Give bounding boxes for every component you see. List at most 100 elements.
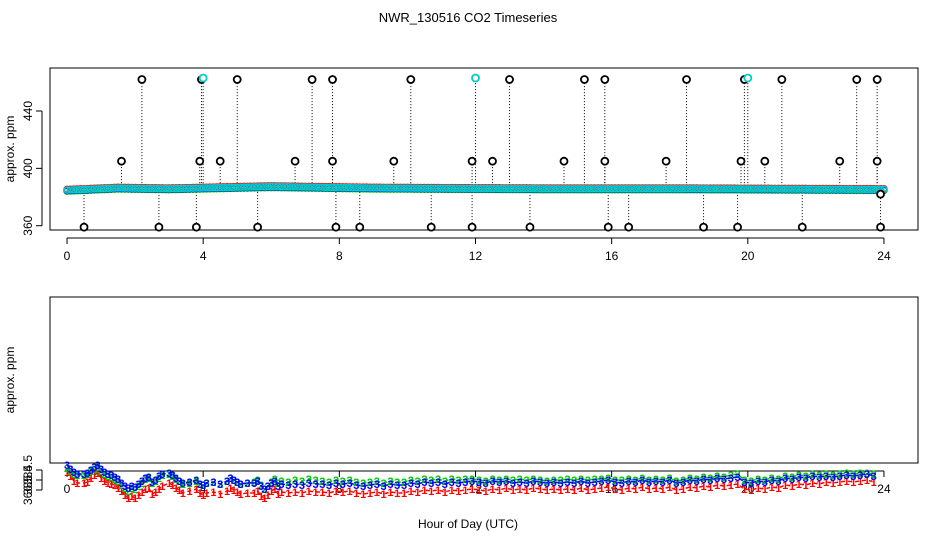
baseline-point [451, 184, 459, 193]
series-point-label: 1 [803, 480, 809, 492]
series-point-label: 1 [551, 484, 557, 496]
series-point-label: 3 [408, 478, 414, 490]
baseline-point [856, 185, 864, 194]
series-point-label: 2 [95, 462, 101, 474]
series-point-label: 3 [312, 479, 318, 491]
series-point-label: 2 [558, 475, 564, 487]
spike-point [525, 222, 535, 232]
baseline-point [791, 185, 800, 193]
series-point-label: 3 [510, 478, 516, 490]
baseline-point [386, 184, 395, 192]
baseline-point [621, 184, 630, 193]
series-point-label: 1 [265, 490, 271, 502]
baseline-point [669, 184, 677, 193]
series-point-label: 1 [193, 484, 199, 496]
series-point-label: 3 [255, 476, 261, 488]
series-point-label: 1 [234, 487, 240, 499]
baseline-point [560, 184, 568, 193]
series-point-label: 2 [231, 475, 237, 487]
series-point-label: 3 [680, 477, 686, 489]
baseline-point [308, 183, 316, 191]
series-point-label: 2 [173, 474, 179, 486]
baseline-point [495, 184, 504, 193]
baseline-point [236, 183, 245, 191]
series-point-label: 3 [748, 478, 754, 490]
baseline-point [196, 184, 204, 192]
series-line [66, 466, 874, 492]
series-point-label: 2 [728, 470, 734, 482]
series-point-label: 1 [823, 477, 829, 489]
series-point-label: 3 [653, 476, 659, 488]
baseline-point [699, 185, 708, 193]
series-point-label: 3 [762, 477, 768, 489]
series-point-label: 2 [489, 474, 495, 486]
series-point-label: 2 [782, 471, 788, 483]
spike-point [505, 75, 514, 84]
baseline-point [536, 184, 544, 193]
series-point-label: 2 [193, 476, 199, 488]
series-point-label: 1 [578, 483, 584, 495]
baseline-point [638, 184, 647, 193]
baseline-point [635, 184, 643, 193]
spike-point [835, 156, 845, 166]
baseline-point [311, 183, 320, 191]
baseline-point [597, 184, 606, 193]
baseline-point [138, 184, 146, 193]
spike-point [290, 156, 300, 166]
series-point-label: 2 [517, 474, 523, 486]
baseline-point [744, 185, 752, 193]
series-point-label: 1 [449, 485, 455, 497]
lower-y-axis-label: approx. ppm [3, 347, 17, 414]
baseline-point [93, 185, 102, 193]
baseline-point [502, 184, 510, 193]
baseline-point [345, 183, 354, 192]
baseline-point [430, 184, 439, 193]
series-point-label: 1 [476, 485, 482, 497]
series-point-label: 3 [823, 471, 829, 483]
series-point-label: 3 [782, 473, 788, 485]
baseline-point [641, 184, 650, 193]
series-point-label: 2 [694, 474, 700, 486]
upper-y-axis-label: approx. ppm [3, 116, 17, 183]
series-point-label: 3 [353, 480, 359, 492]
series-point-label: 2 [346, 475, 352, 487]
x-tick-label: 4 [200, 482, 207, 496]
series-point-label: 3 [210, 477, 216, 489]
series-point-label: 1 [326, 488, 332, 500]
baseline-point [607, 184, 616, 193]
spike-point [307, 75, 317, 84]
series-point-label: 1 [186, 486, 192, 498]
series-point-label: 2 [197, 479, 203, 491]
series-point-label: 1 [200, 490, 206, 502]
y-tick-label: 440 [21, 101, 35, 121]
series-point-label: 2 [428, 475, 434, 487]
spike-point [154, 222, 164, 232]
series-point-label: 3 [843, 470, 849, 482]
series-point-label: 2 [292, 475, 298, 487]
series-point-label: 2 [227, 473, 233, 485]
series-point-label: 2 [64, 463, 70, 475]
series-point-label: 2 [605, 473, 611, 485]
series-point-label: 2 [278, 476, 284, 488]
baseline-point [556, 184, 565, 193]
series-point-label: 1 [394, 488, 400, 500]
series-point-label: 3 [340, 479, 346, 491]
series-point-label: 1 [169, 480, 175, 492]
baseline-point [270, 182, 279, 191]
series-point-label: 1 [285, 488, 291, 500]
series-point-label: 3 [95, 460, 101, 472]
series-point-label: 3 [81, 469, 87, 481]
series-point-label: 1 [544, 485, 550, 497]
baseline-point [515, 184, 524, 193]
series-point-label: 2 [687, 473, 693, 485]
series-point-label: 2 [340, 476, 346, 488]
series-point-label: 1 [319, 487, 325, 499]
series-point-label: 2 [142, 474, 148, 486]
series-point-label: 1 [81, 478, 87, 490]
series-point-label: 2 [843, 468, 849, 480]
baseline-point [284, 183, 293, 191]
series-point-label: 2 [421, 474, 427, 486]
baseline-point [141, 184, 150, 193]
series-point-label: 2 [401, 477, 407, 489]
